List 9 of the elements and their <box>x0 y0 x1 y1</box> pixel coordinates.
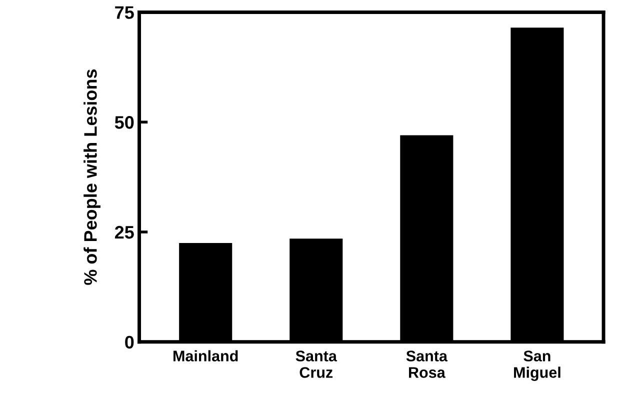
y-tick-label: 50 <box>114 116 134 129</box>
x-tick-label: Santa Rosa <box>406 350 448 378</box>
y-tick-label: 0 <box>125 336 134 349</box>
y-tick-label: 75 <box>115 6 134 19</box>
y-axis-title: % of People with Lesions <box>84 69 100 285</box>
x-tick-label: San Miguel <box>514 350 560 381</box>
x-tick-label: Santa Cruz <box>296 350 338 378</box>
x-tick-label: Mainland <box>174 350 238 362</box>
y-tick-label: 25 <box>114 226 134 239</box>
